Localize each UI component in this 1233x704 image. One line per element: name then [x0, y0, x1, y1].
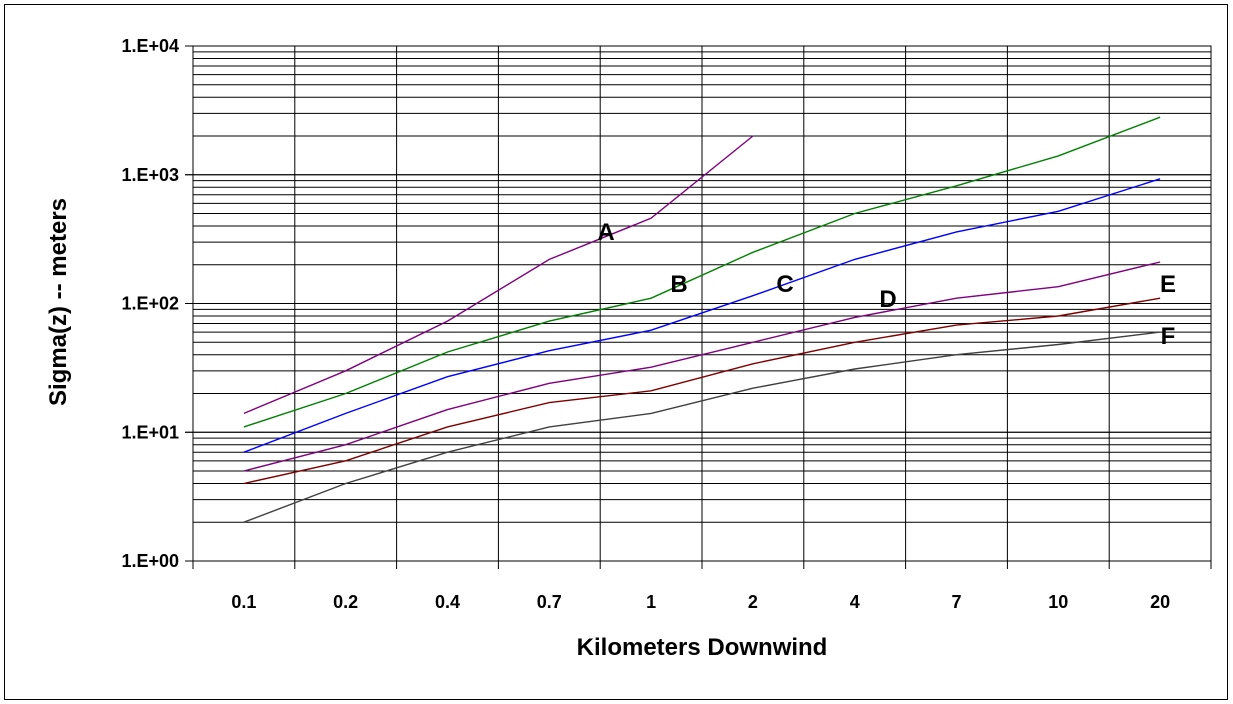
curve-label-b: B — [670, 271, 687, 298]
x-tick-label: 0.1 — [231, 592, 256, 612]
y-tick-label: 1.E+00 — [121, 551, 179, 571]
y-tick-label: 1.E+04 — [121, 36, 179, 56]
y-tick-label: 1.E+01 — [121, 422, 179, 442]
curve-label-e: E — [1160, 271, 1176, 298]
x-tick-labels: 0.1 0.2 0.4 0.7 1 2 4 7 10 20 — [231, 592, 1170, 612]
series-line-a — [243, 135, 754, 415]
series-line-e — [243, 297, 1161, 485]
x-tick-label: 0.2 — [333, 592, 358, 612]
y-tick-labels: 1.E+00 1.E+01 1.E+02 1.E+03 1.E+04 — [121, 36, 179, 571]
curve-label-a: A — [597, 219, 614, 246]
x-tick-label: 2 — [748, 592, 758, 612]
x-tick-label: 1 — [646, 592, 656, 612]
curve-labels: A B C D EF — [597, 219, 1176, 350]
y-axis-title: Sigma(z) -- meters — [45, 198, 72, 406]
x-tick-label: 0.7 — [537, 592, 562, 612]
curve-label-f: F — [1161, 323, 1176, 350]
y-tick-label: 1.E+03 — [121, 165, 179, 185]
series-line-b — [243, 116, 1161, 428]
series-line-d — [243, 261, 1161, 472]
plot-grid — [185, 45, 1212, 569]
x-tick-label: 7 — [951, 592, 961, 612]
series-layer — [243, 116, 1161, 523]
chart-frame — [4, 4, 1228, 700]
x-tick-label: 4 — [850, 592, 860, 612]
y-tick-label: 1.E+02 — [121, 294, 179, 314]
series-line-f — [243, 331, 1161, 523]
curve-label-c: C — [776, 271, 793, 298]
series-line-c — [243, 178, 1161, 453]
plot-area-border — [192, 45, 1212, 562]
x-axis-title: Kilometers Downwind — [577, 634, 828, 661]
x-tick-label: 0.4 — [435, 592, 460, 612]
x-tick-label: 20 — [1150, 592, 1170, 612]
curve-label-d: D — [879, 286, 896, 313]
x-tick-label: 10 — [1048, 592, 1068, 612]
